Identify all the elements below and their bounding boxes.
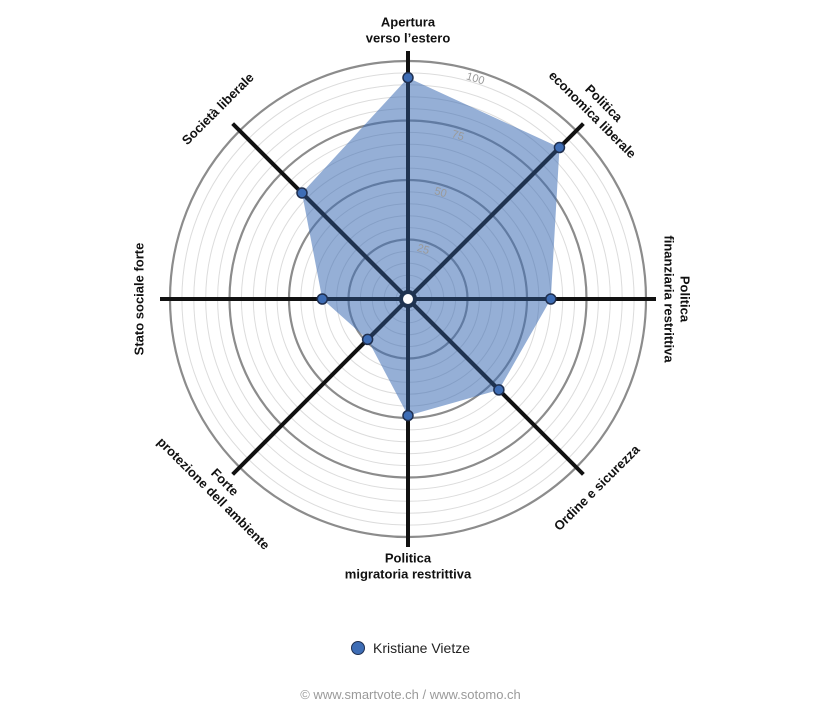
tick-label: 25 <box>415 242 430 257</box>
data-point <box>296 187 308 199</box>
tick-label: 100 <box>465 71 486 88</box>
data-point <box>553 141 566 154</box>
legend: Kristiane Vietze <box>0 640 821 656</box>
axis-spoke-value <box>406 297 501 392</box>
axis-label: migratoria restrittiva <box>345 566 472 581</box>
axis-label: Stato sociale forte <box>131 243 146 356</box>
data-point <box>361 333 374 346</box>
data-point <box>545 293 557 305</box>
data-point <box>493 384 505 396</box>
data-point <box>402 409 414 422</box>
legend-label: Kristiane Vietze <box>372 640 470 656</box>
series-points <box>296 71 566 422</box>
axis-label: Apertura <box>381 14 436 29</box>
tick-label: 75 <box>450 128 465 143</box>
axis-label-group: Stato sociale forte <box>131 243 146 356</box>
axis-label: Politica <box>385 550 432 565</box>
axis-spokes <box>160 51 656 547</box>
data-point <box>402 71 414 84</box>
radial-tick-labels: 25 50 75 100 <box>415 71 485 258</box>
axis-spoke-value <box>406 146 561 301</box>
data-point <box>316 293 329 305</box>
series-area-layer <box>302 77 560 416</box>
axis-label: verso l’estero <box>366 30 451 45</box>
tick-label: 50 <box>433 185 448 200</box>
footer-credit: © www.smartvote.ch / www.sotomo.ch <box>300 687 521 702</box>
axis-label: finanziaria restrittiva <box>662 235 677 363</box>
center-marker <box>399 290 417 308</box>
series-area <box>302 77 560 416</box>
axis-spoke-value <box>300 191 410 301</box>
axis-spoke-value <box>366 297 410 341</box>
axis-label: Politica <box>678 276 693 323</box>
legend-marker-icon <box>350 641 365 655</box>
